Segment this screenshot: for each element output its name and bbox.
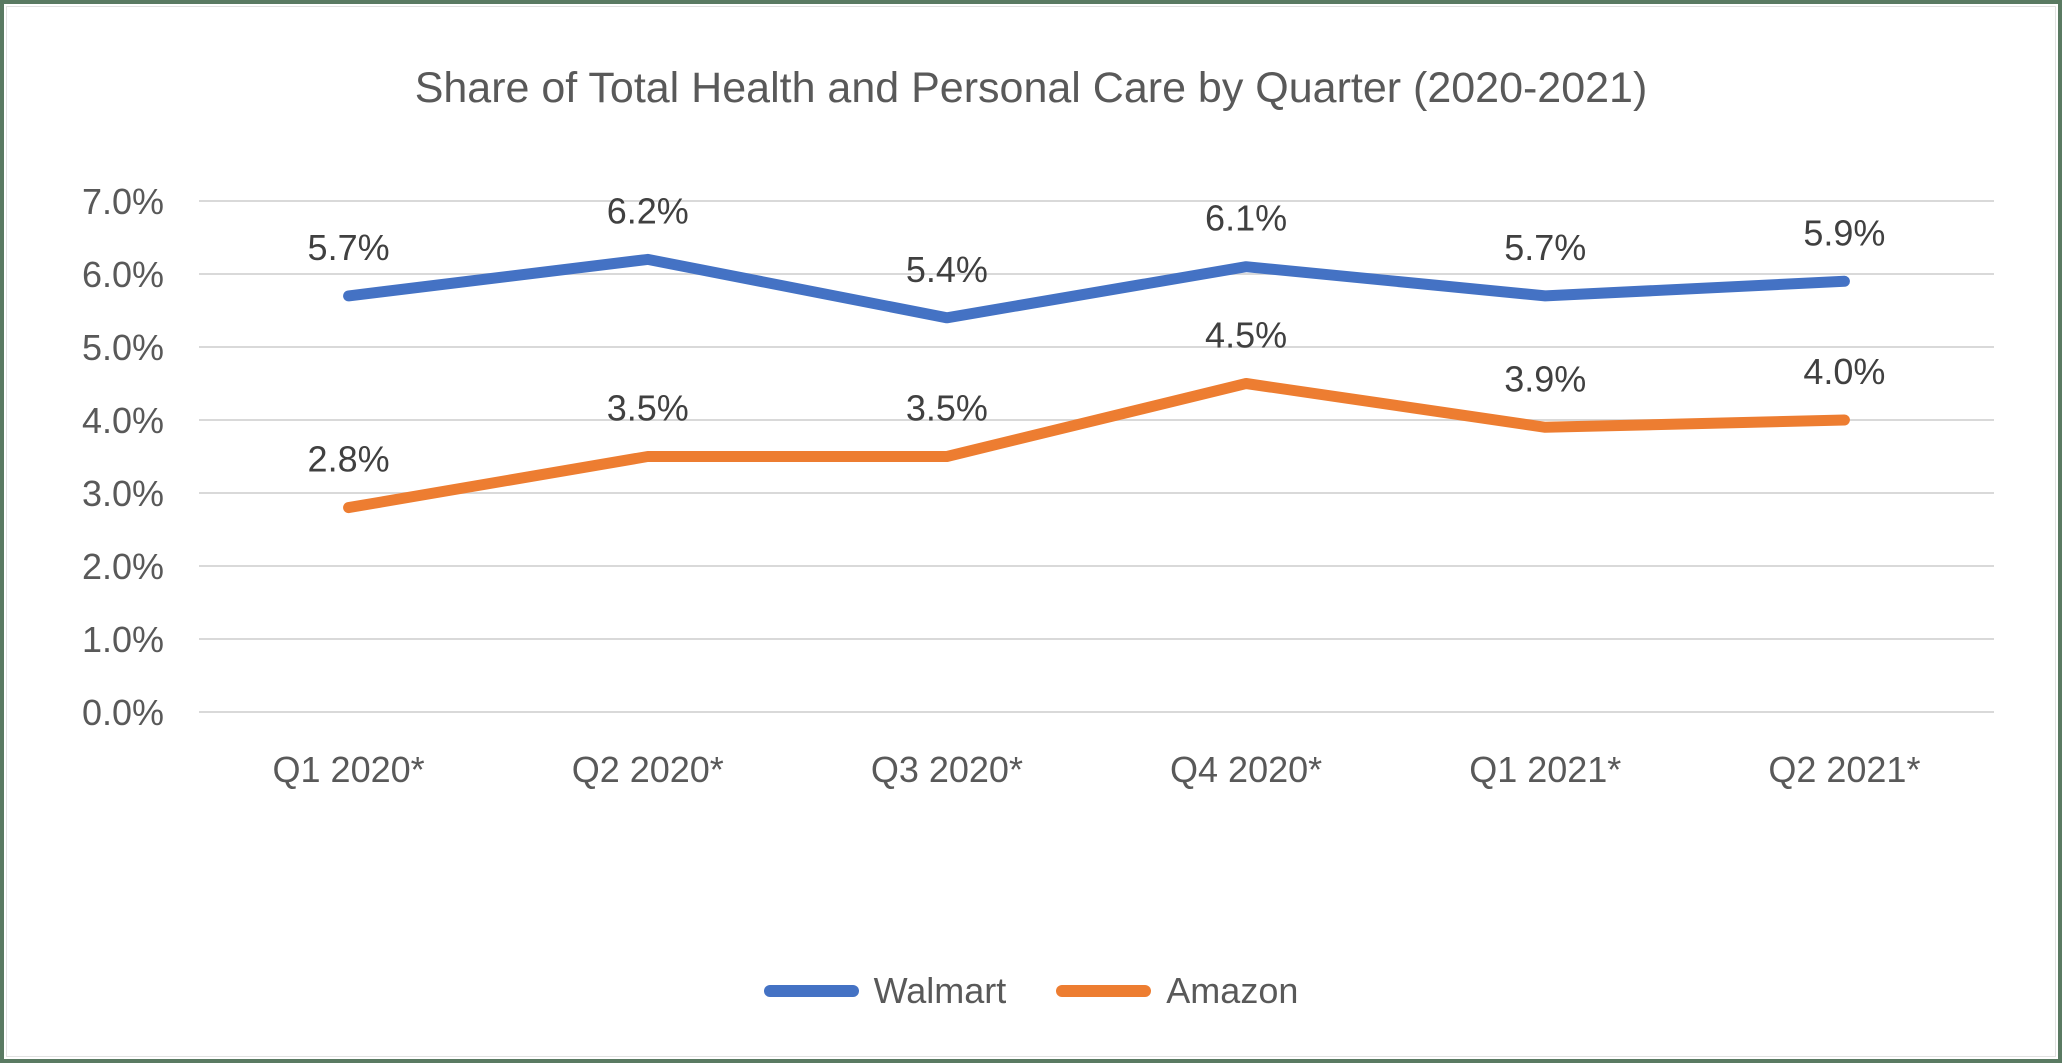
x-axis-label: Q2 2021* <box>1768 749 1920 790</box>
y-tick-label: 4.0% <box>82 400 164 441</box>
data-label-amazon: 3.5% <box>906 388 988 429</box>
data-label-amazon: 2.8% <box>308 439 390 480</box>
data-label-walmart: 6.2% <box>607 190 689 231</box>
y-tick-label: 0.0% <box>82 692 164 733</box>
legend-label-amazon: Amazon <box>1166 970 1299 1011</box>
y-tick-label: 1.0% <box>82 619 164 660</box>
x-axis-label: Q2 2020* <box>572 749 724 790</box>
legend-line-sample-walmart <box>763 985 859 997</box>
legend-label-walmart: Walmart <box>873 970 1007 1011</box>
data-label-amazon: 4.5% <box>1205 315 1287 356</box>
x-axis-label: Q4 2020* <box>1170 749 1322 790</box>
data-label-walmart: 6.1% <box>1205 198 1287 239</box>
data-label-walmart: 5.7% <box>1504 227 1586 268</box>
legend-item-amazon: Amazon <box>1056 970 1298 1012</box>
y-tick-label: 6.0% <box>82 254 164 295</box>
data-label-walmart: 5.9% <box>1803 212 1885 253</box>
data-label-amazon: 3.9% <box>1504 358 1586 399</box>
series-line-walmart <box>343 253 1850 324</box>
legend: Walmart Amazon <box>4 970 2058 1012</box>
series-line-amazon <box>343 378 1850 514</box>
y-tick-label: 3.0% <box>82 473 164 514</box>
x-axis-label: Q1 2020* <box>273 749 425 790</box>
y-tick-label: 2.0% <box>82 546 164 587</box>
legend-item-walmart: Walmart <box>763 970 1007 1012</box>
data-label-walmart: 5.7% <box>308 227 390 268</box>
x-axis-label: Q1 2021* <box>1469 749 1621 790</box>
x-axis-label: Q3 2020* <box>871 749 1023 790</box>
plot-area: 0.0% 1.0% 2.0% 3.0% 4.0% 5.0% 6.0% 7.0% Q1 2020*… <box>82 181 1994 790</box>
y-tick-label: 5.0% <box>82 327 164 368</box>
legend-line-sample-amazon <box>1056 985 1152 997</box>
data-label-walmart: 5.4% <box>906 249 988 290</box>
chart-title: Share of Total Health and Personal Care … <box>414 64 1648 112</box>
data-label-amazon: 4.0% <box>1803 351 1885 392</box>
y-tick-label: 7.0% <box>82 181 164 222</box>
data-label-amazon: 3.5% <box>607 388 689 429</box>
